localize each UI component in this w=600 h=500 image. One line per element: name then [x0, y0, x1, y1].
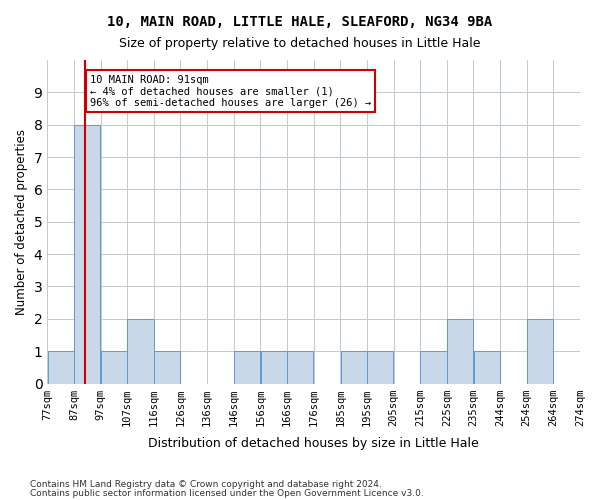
Text: Contains public sector information licensed under the Open Government Licence v3: Contains public sector information licen… [30, 488, 424, 498]
Bar [367, 351, 393, 384]
Text: 10 MAIN ROAD: 91sqm
← 4% of detached houses are smaller (1)
96% of semi-detached: 10 MAIN ROAD: 91sqm ← 4% of detached hou… [90, 74, 371, 108]
Text: Size of property relative to detached houses in Little Hale: Size of property relative to detached ho… [119, 38, 481, 51]
Y-axis label: Number of detached properties: Number of detached properties [15, 129, 28, 315]
Bar [474, 351, 500, 384]
Bar [101, 351, 127, 384]
Bar [127, 319, 154, 384]
Bar [234, 351, 260, 384]
Bar [260, 351, 287, 384]
Bar [447, 319, 473, 384]
Bar [47, 351, 74, 384]
Bar [527, 319, 553, 384]
Bar [74, 124, 100, 384]
Text: 10, MAIN ROAD, LITTLE HALE, SLEAFORD, NG34 9BA: 10, MAIN ROAD, LITTLE HALE, SLEAFORD, NG… [107, 15, 493, 29]
Bar [341, 351, 367, 384]
Bar [421, 351, 446, 384]
Bar [154, 351, 180, 384]
Text: Contains HM Land Registry data © Crown copyright and database right 2024.: Contains HM Land Registry data © Crown c… [30, 480, 382, 489]
X-axis label: Distribution of detached houses by size in Little Hale: Distribution of detached houses by size … [148, 437, 479, 450]
Bar [287, 351, 313, 384]
